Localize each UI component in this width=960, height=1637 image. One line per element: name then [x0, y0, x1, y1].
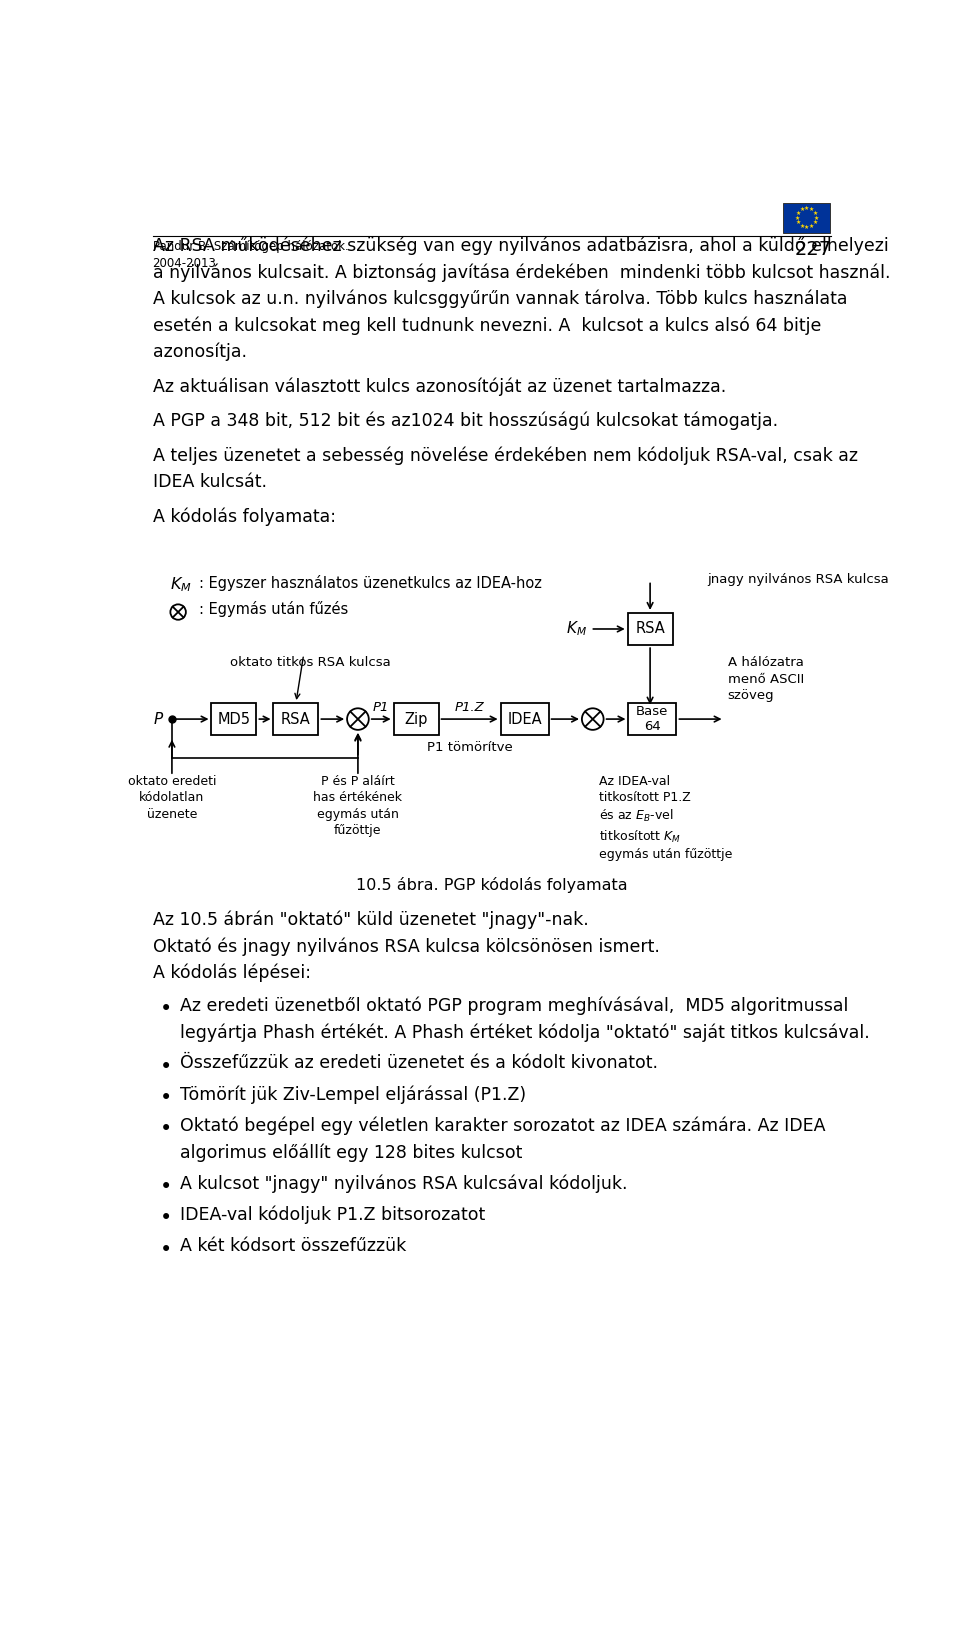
Text: ★: ★	[799, 224, 804, 229]
Text: •: •	[159, 1058, 172, 1077]
Text: Az 10.5 ábrán "oktató" küld üzenetet "jnagy"-nak.: Az 10.5 ábrán "oktató" küld üzenetet "jn…	[153, 910, 588, 930]
Text: legyártja Phash értékét. A Phash értéket kódolja "oktató" saját titkos kulcsával: legyártja Phash értékét. A Phash értéket…	[180, 1023, 870, 1041]
Text: Pandur B: Számítógep hálózatok.
2004-2013: Pandur B: Számítógep hálózatok. 2004-201…	[153, 239, 348, 270]
Text: ★: ★	[796, 211, 801, 216]
Text: : Egymás után fűzés: : Egymás után fűzés	[199, 601, 348, 617]
Text: oktato eredeti
kódolatlan
üzenete: oktato eredeti kódolatlan üzenete	[128, 774, 216, 820]
Text: P1 tömörítve: P1 tömörítve	[427, 740, 514, 753]
Bar	[628, 612, 673, 645]
Text: Oktató begépel egy véletlen karakter sorozatot az IDEA számára. Az IDEA: Oktató begépel egy véletlen karakter sor…	[180, 1116, 826, 1136]
Text: A két kódsort összefűzzük: A két kódsort összefűzzük	[180, 1238, 406, 1256]
Text: •: •	[159, 1089, 172, 1108]
Bar	[394, 702, 439, 735]
Text: P1: P1	[373, 702, 390, 714]
Text: IDEA: IDEA	[507, 712, 541, 727]
Text: P és P aláírt
has értékének
egymás után
fűzöttje: P és P aláírt has értékének egymás után …	[313, 774, 402, 837]
Text: ★: ★	[804, 206, 809, 211]
Text: ★: ★	[794, 216, 800, 221]
Bar	[500, 702, 548, 735]
Text: ★: ★	[799, 208, 804, 213]
Text: MD5: MD5	[217, 712, 251, 727]
Text: A kódolás lépései:: A kódolás lépései:	[153, 964, 310, 982]
Text: A teljes üzenetet a sebesség növelése érdekében nem kódoljuk RSA-val, csak az: A teljes üzenetet a sebesség növelése ér…	[153, 447, 857, 465]
Text: RSA: RSA	[281, 712, 311, 727]
Text: A kulcsok az u.n. nyilvános kulcsggyűrűn vannak tárolva. Több kulcs használata: A kulcsok az u.n. nyilvános kulcsggyűrűn…	[153, 290, 847, 308]
Text: Az eredeti üzenetből oktató PGP program meghívásával,  MD5 algoritmussal: Az eredeti üzenetből oktató PGP program …	[180, 997, 848, 1015]
Text: azonosítja.: azonosítja.	[153, 342, 247, 362]
Text: Tömörít jük Ziv-Lempel eljárással (P1.Z): Tömörít jük Ziv-Lempel eljárással (P1.Z)	[180, 1085, 526, 1103]
Text: ★: ★	[812, 211, 818, 216]
Text: jnagy nyilvános RSA kulcsa: jnagy nyilvános RSA kulcsa	[708, 573, 889, 586]
Text: RSA: RSA	[636, 622, 665, 637]
Text: ★: ★	[809, 208, 814, 213]
Text: P: P	[154, 712, 162, 727]
Text: ★: ★	[804, 226, 809, 231]
Text: A kulcsot "jnagy" nyilvános RSA kulcsával kódoljuk.: A kulcsot "jnagy" nyilvános RSA kulcsáva…	[180, 1174, 627, 1193]
Text: P1.Z: P1.Z	[455, 702, 485, 714]
Text: IDEA kulcsát.: IDEA kulcsát.	[153, 473, 267, 491]
Text: 227: 227	[794, 239, 831, 259]
Text: Az RSA működéséhez szükség van egy nyilvános adatbázisra, ahol a küldő elhelyezi: Az RSA működéséhez szükség van egy nyilv…	[153, 236, 888, 255]
Text: oktato titkos RSA kulcsa: oktato titkos RSA kulcsa	[229, 656, 391, 670]
Text: A kódolás folyamata:: A kódolás folyamata:	[153, 507, 336, 525]
Text: algorimus előállít egy 128 bites kulcsot: algorimus előállít egy 128 bites kulcsot	[180, 1143, 522, 1162]
Text: Az aktuálisan választott kulcs azonosítóját az üzenet tartalmazza.: Az aktuálisan választott kulcs azonosító…	[153, 377, 726, 396]
Text: Az IDEA-val
titkosított P1.Z
és az $E_B$-vel
titkosított $K_M$
egymás után fűzöt: Az IDEA-val titkosított P1.Z és az $E_B$…	[599, 774, 732, 861]
Text: : Egyszer használatos üzenetkulcs az IDEA-hoz: : Egyszer használatos üzenetkulcs az IDE…	[199, 575, 542, 591]
Bar	[783, 203, 829, 234]
Text: •: •	[159, 1239, 172, 1259]
Text: Oktató és jnagy nyilvános RSA kulcsa kölcsönösen ismert.: Oktató és jnagy nyilvános RSA kulcsa köl…	[153, 938, 660, 956]
Text: •: •	[159, 1208, 172, 1228]
Text: $K_M$: $K_M$	[566, 620, 588, 638]
Bar	[274, 702, 319, 735]
Text: esetén a kulcsokat meg kell tudnunk nevezni. A  kulcsot a kulcs alsó 64 bitje: esetén a kulcsokat meg kell tudnunk neve…	[153, 316, 821, 334]
Text: ★: ★	[814, 216, 819, 221]
Text: IDEA-val kódoljuk P1.Z bitsorozatot: IDEA-val kódoljuk P1.Z bitsorozatot	[180, 1206, 485, 1224]
Text: •: •	[159, 1177, 172, 1197]
Text: •: •	[159, 999, 172, 1020]
Text: •: •	[159, 1120, 172, 1139]
Text: Zip: Zip	[404, 712, 428, 727]
Text: Base
64: Base 64	[636, 706, 668, 733]
Text: ★: ★	[809, 224, 814, 229]
Text: Összefűzzük az eredeti üzenetet és a kódolt kivonatot.: Összefűzzük az eredeti üzenetet és a kód…	[180, 1054, 658, 1072]
Text: A PGP a 348 bit, 512 bit és az1024 bit hosszúságú kulcsokat támogatja.: A PGP a 348 bit, 512 bit és az1024 bit h…	[153, 413, 778, 431]
Text: A hálózatra
menő ASCII
szöveg: A hálózatra menő ASCII szöveg	[728, 656, 804, 702]
Text: ★: ★	[812, 221, 818, 226]
Text: $K_M$: $K_M$	[170, 575, 191, 594]
Text: ★: ★	[796, 221, 801, 226]
Bar	[211, 702, 256, 735]
Text: a nyilvános kulcsait. A biztonság javítása érdekében  mindenki több kulcsot hasz: a nyilvános kulcsait. A biztonság javítá…	[153, 264, 890, 282]
Text: 10.5 ábra. PGP kódolás folyamata: 10.5 ábra. PGP kódolás folyamata	[356, 877, 628, 892]
Bar	[629, 702, 677, 735]
